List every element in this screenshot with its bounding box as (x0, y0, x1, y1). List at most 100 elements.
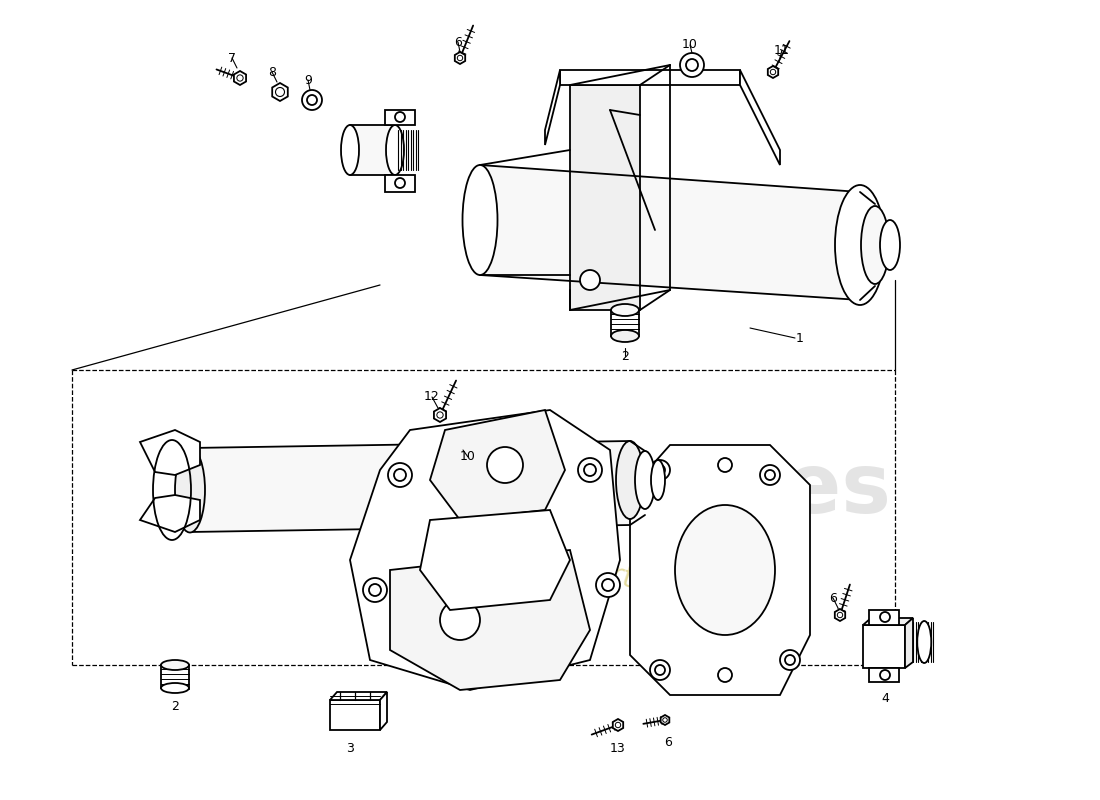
Ellipse shape (635, 451, 654, 509)
Polygon shape (330, 692, 387, 700)
Polygon shape (330, 700, 380, 730)
Circle shape (654, 465, 666, 475)
Ellipse shape (675, 505, 776, 635)
Polygon shape (835, 609, 845, 621)
Polygon shape (560, 70, 740, 85)
Text: 2: 2 (621, 350, 629, 362)
Text: 13: 13 (610, 742, 626, 754)
Text: 2: 2 (172, 701, 179, 714)
Ellipse shape (880, 220, 900, 270)
Circle shape (880, 612, 890, 622)
Circle shape (455, 434, 471, 450)
Ellipse shape (386, 125, 404, 175)
Circle shape (578, 458, 602, 482)
Polygon shape (161, 665, 189, 688)
Polygon shape (869, 668, 899, 682)
Ellipse shape (835, 185, 886, 305)
Polygon shape (433, 408, 447, 422)
Polygon shape (768, 66, 778, 78)
Polygon shape (430, 410, 565, 520)
Circle shape (837, 612, 843, 618)
Circle shape (680, 53, 704, 77)
Text: 6: 6 (664, 735, 672, 749)
Text: a passion for parts since 1985: a passion for parts since 1985 (396, 492, 804, 648)
Text: 3: 3 (346, 742, 354, 754)
Circle shape (459, 438, 468, 446)
Text: 8: 8 (268, 66, 276, 78)
Circle shape (602, 579, 614, 591)
Text: 4: 4 (881, 691, 889, 705)
Circle shape (395, 178, 405, 188)
Circle shape (458, 55, 463, 61)
Circle shape (368, 584, 381, 596)
Circle shape (785, 655, 795, 665)
Circle shape (388, 463, 412, 487)
Circle shape (440, 600, 480, 640)
Ellipse shape (341, 125, 359, 175)
Polygon shape (140, 495, 200, 532)
Ellipse shape (161, 660, 189, 670)
Circle shape (437, 412, 443, 418)
Polygon shape (350, 410, 620, 690)
Polygon shape (272, 83, 288, 101)
Text: 6: 6 (454, 35, 462, 49)
Circle shape (307, 95, 317, 105)
Circle shape (760, 465, 780, 485)
Polygon shape (610, 310, 639, 336)
Circle shape (650, 460, 670, 480)
Ellipse shape (462, 165, 497, 275)
Circle shape (770, 70, 776, 74)
Circle shape (654, 665, 666, 675)
Text: 10: 10 (460, 450, 476, 463)
Circle shape (662, 718, 668, 722)
Circle shape (718, 458, 732, 472)
Text: 7: 7 (228, 51, 236, 65)
Polygon shape (613, 719, 624, 731)
Polygon shape (570, 85, 640, 310)
Circle shape (615, 722, 620, 728)
Circle shape (363, 578, 387, 602)
Polygon shape (905, 618, 913, 668)
Circle shape (764, 470, 776, 480)
Circle shape (650, 660, 670, 680)
Polygon shape (379, 692, 387, 730)
Text: 11: 11 (774, 43, 790, 57)
Ellipse shape (651, 460, 666, 500)
Text: 6: 6 (829, 591, 837, 605)
Polygon shape (864, 618, 913, 625)
Circle shape (780, 650, 800, 670)
Circle shape (718, 668, 732, 682)
Ellipse shape (161, 683, 189, 693)
Polygon shape (350, 125, 395, 175)
Polygon shape (190, 441, 630, 532)
Text: europeaces: europeaces (349, 450, 891, 530)
Polygon shape (385, 110, 415, 125)
Text: 1: 1 (796, 331, 804, 345)
Ellipse shape (610, 304, 639, 316)
Circle shape (395, 112, 405, 122)
Polygon shape (740, 70, 780, 165)
Circle shape (596, 573, 620, 597)
Text: 9: 9 (304, 74, 312, 86)
Polygon shape (140, 430, 200, 475)
Circle shape (236, 75, 243, 81)
Circle shape (580, 270, 600, 290)
Polygon shape (454, 52, 465, 64)
Polygon shape (234, 71, 246, 85)
Polygon shape (480, 165, 860, 300)
Polygon shape (661, 715, 669, 725)
Polygon shape (869, 610, 899, 625)
Ellipse shape (610, 330, 639, 342)
Polygon shape (630, 445, 810, 695)
Ellipse shape (917, 621, 932, 663)
Circle shape (487, 447, 522, 483)
Polygon shape (385, 175, 415, 192)
Text: 10: 10 (682, 38, 697, 51)
Ellipse shape (616, 441, 644, 519)
Circle shape (880, 670, 890, 680)
Circle shape (302, 90, 322, 110)
Polygon shape (864, 625, 905, 668)
Polygon shape (420, 510, 570, 610)
Circle shape (394, 469, 406, 481)
Ellipse shape (861, 206, 889, 284)
